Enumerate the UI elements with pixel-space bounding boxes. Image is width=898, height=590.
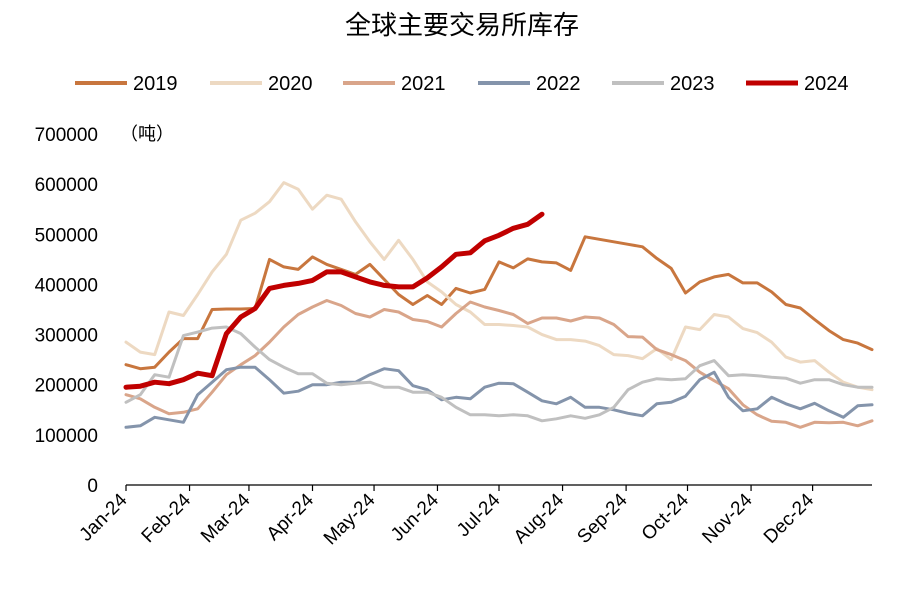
legend-label-2021: 2021 [401, 73, 446, 95]
series-line-2019 [124, 235, 874, 371]
x-tick-label: Sep-24 [573, 489, 631, 547]
x-tick-label: Jul-24 [453, 489, 505, 541]
series-line-2021 [124, 299, 874, 429]
x-tick-label: Jan-24 [76, 489, 132, 545]
plot-lines [123, 181, 874, 429]
y-tick-label: 700000 [35, 125, 98, 146]
legend-label-2024: 2024 [804, 73, 849, 95]
unit-label: （吨） [120, 124, 174, 145]
series-line-2023 [124, 325, 874, 423]
series-line-2020 [124, 181, 874, 392]
x-tick-label: Aug-24 [510, 489, 568, 547]
x-tick-label: Mar-24 [197, 489, 255, 547]
y-tick-label: 300000 [35, 326, 98, 347]
x-tick-label: Oct-24 [638, 489, 693, 544]
series-line-2024 [123, 211, 545, 390]
x-axis: Jan-24 Feb-24 Mar-24 Apr-24 May-24 Jun-24 Jul-… [76, 484, 872, 549]
legend-label-2019: 2019 [133, 73, 178, 95]
x-tick-label: Feb-24 [138, 489, 196, 547]
chart-title: 全球主要交易所库存 [345, 11, 579, 41]
legend: 2019 2020 2021 2022 2023 2024 [75, 73, 849, 95]
y-tick-label: 100000 [35, 426, 98, 447]
x-tick-label: Nov-24 [698, 489, 756, 547]
y-tick-label: 500000 [35, 225, 98, 246]
y-tick-label: 400000 [35, 275, 98, 296]
y-tick-label: 0 [87, 476, 98, 497]
x-tick-label: Dec-24 [760, 489, 818, 547]
x-tick-label: Apr-24 [263, 489, 318, 544]
series-line-2022 [124, 365, 874, 429]
x-tick-label: Jun-24 [387, 489, 443, 545]
y-axis: 0 100000 200000 300000 400000 500000 600000 700… [35, 125, 98, 497]
legend-label-2022: 2022 [536, 73, 581, 95]
legend-label-2020: 2020 [268, 73, 313, 95]
y-tick-label: 200000 [35, 376, 98, 397]
legend-label-2023: 2023 [670, 73, 715, 95]
x-tick-label: May-24 [320, 489, 380, 549]
y-tick-label: 600000 [35, 175, 98, 196]
